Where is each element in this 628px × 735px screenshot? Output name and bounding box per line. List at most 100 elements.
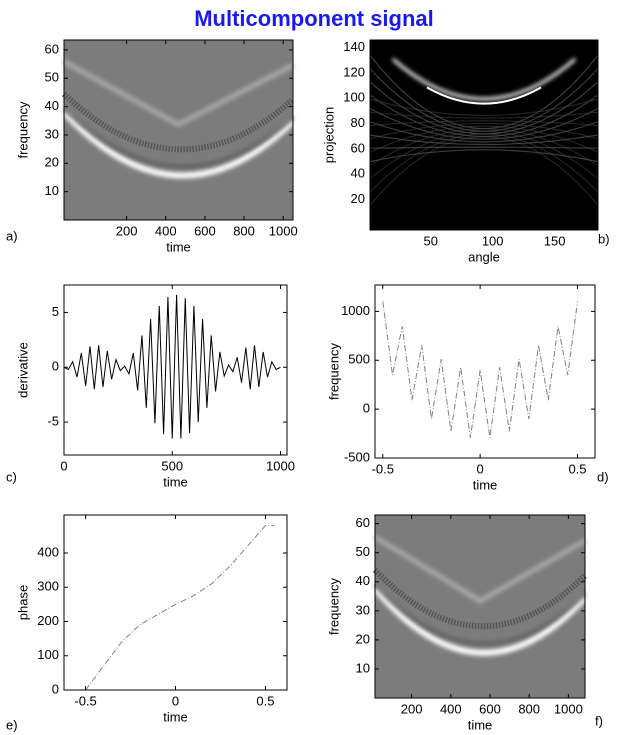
image-ridge	[372, 567, 588, 630]
x-tick-label: 0	[172, 693, 179, 708]
x-tick-label: 400	[155, 223, 177, 238]
y-tick-label: 0	[52, 359, 59, 374]
x-tick-label: 150	[544, 233, 566, 248]
y-axis-label: phase	[15, 585, 30, 620]
plot-frame	[374, 284, 596, 459]
x-axis-label: time	[468, 717, 493, 732]
panel: 200 400 600 800 1000 10 20 30 40 50 60 time frequenc…	[6, 39, 298, 254]
plot-frame	[374, 514, 586, 699]
x-tick-label: 100	[482, 233, 504, 248]
plot-area	[375, 285, 595, 458]
panel: 50 100 150 20 40 60 80 100 120 140 angle projection…	[321, 39, 609, 264]
y-tick-label: 40	[45, 98, 59, 113]
x-tick-label: 800	[518, 701, 540, 716]
y-tick-label: 100	[343, 90, 365, 105]
image-ridge	[369, 107, 599, 140]
plot-frame	[63, 284, 288, 456]
y-tick-label: 0	[52, 681, 59, 696]
y-tick-label: 30	[356, 602, 370, 617]
panel-label: d)	[597, 469, 609, 484]
image-ridge	[372, 586, 588, 656]
x-axis-label: time	[163, 709, 188, 724]
x-tick-label: 1000	[266, 458, 295, 473]
x-axis-label: time	[163, 474, 188, 489]
y-tick-label: 10	[356, 660, 370, 675]
x-tick-label: 200	[401, 701, 423, 716]
x-tick-label: -0.5	[372, 461, 394, 476]
image-ridge	[369, 134, 599, 146]
y-tick-label: 60	[45, 41, 59, 56]
signal-line	[63, 294, 281, 439]
y-axis-label: frequency	[15, 101, 30, 159]
y-tick-label: 40	[356, 573, 370, 588]
image-ridge	[61, 91, 296, 153]
y-tick-label: 500	[348, 352, 370, 367]
x-axis-label: angle	[468, 249, 500, 264]
panel-label: a)	[6, 228, 18, 243]
y-tick-label: 5	[52, 304, 59, 319]
x-tick-label: 1000	[554, 701, 583, 716]
image-background	[375, 515, 585, 698]
x-tick-label: 50	[423, 233, 437, 248]
x-tick-label: -0.5	[74, 693, 96, 708]
plot-area	[64, 515, 287, 690]
image-ridge	[369, 149, 599, 163]
y-tick-label: 40	[351, 166, 365, 181]
y-tick-label: 0	[363, 401, 370, 416]
x-axis-label: time	[166, 239, 191, 254]
y-tick-label: 20	[45, 155, 59, 170]
x-tick-label: 800	[233, 223, 255, 238]
y-tick-label: 140	[343, 39, 365, 54]
y-tick-label: 20	[351, 191, 365, 206]
y-tick-label: 1000	[341, 303, 370, 318]
y-tick-label: 400	[37, 544, 59, 559]
panel: 0 500 1000 -5 0 5 time derivative c)	[6, 284, 295, 489]
image-ridge	[369, 122, 599, 140]
signal-line	[85, 525, 275, 691]
y-tick-label: 80	[351, 115, 365, 130]
y-axis-label: projection	[321, 107, 336, 163]
x-tick-label: 500	[161, 458, 183, 473]
signal-line	[382, 301, 578, 438]
image-ridge	[61, 109, 296, 179]
y-tick-label: 100	[37, 647, 59, 662]
y-tick-label: 120	[343, 64, 365, 79]
y-tick-label: 60	[351, 140, 365, 155]
y-tick-label: 30	[45, 126, 59, 141]
image-background	[64, 40, 293, 220]
image-ridge	[62, 107, 295, 169]
image-ridge	[369, 98, 599, 116]
y-tick-label: 300	[37, 579, 59, 594]
image-ridge	[369, 146, 599, 149]
image-ridge	[369, 94, 599, 137]
image-ridge	[373, 534, 587, 604]
x-tick-label: 0	[477, 461, 484, 476]
image-ridge	[369, 120, 599, 126]
y-tick-label: 60	[356, 515, 370, 530]
y-tick-label: 20	[356, 631, 370, 646]
y-tick-label: -500	[344, 449, 370, 464]
panel-label: f)	[595, 713, 603, 728]
panel-label: e)	[6, 717, 18, 732]
y-tick-label: -5	[47, 414, 59, 429]
figure-title: Multicomponent signal	[194, 6, 434, 31]
image-ridge	[373, 583, 587, 646]
y-tick-label: 50	[45, 70, 59, 85]
panel: -0.5 0 0.5 -500 0 500 1000 time frequency d)	[326, 284, 609, 492]
x-tick-label: 0	[60, 458, 67, 473]
y-axis-label: derivative	[15, 342, 30, 398]
x-tick-label: 200	[116, 223, 138, 238]
y-axis-label: frequency	[326, 577, 341, 635]
image-ridge	[426, 86, 542, 105]
x-tick-label: 0.5	[568, 461, 586, 476]
panel: 200 400 600 800 1000 10 20 30 40 50 60 time frequenc…	[326, 514, 603, 732]
image-ridge	[391, 57, 577, 101]
y-axis-label: frequency	[326, 342, 341, 400]
y-tick-label: 10	[45, 183, 59, 198]
image-ridge	[369, 125, 599, 153]
plot-frame	[63, 39, 294, 221]
image-ridge	[369, 81, 599, 135]
y-tick-label: 50	[356, 544, 370, 559]
x-tick-label: 600	[479, 701, 501, 716]
